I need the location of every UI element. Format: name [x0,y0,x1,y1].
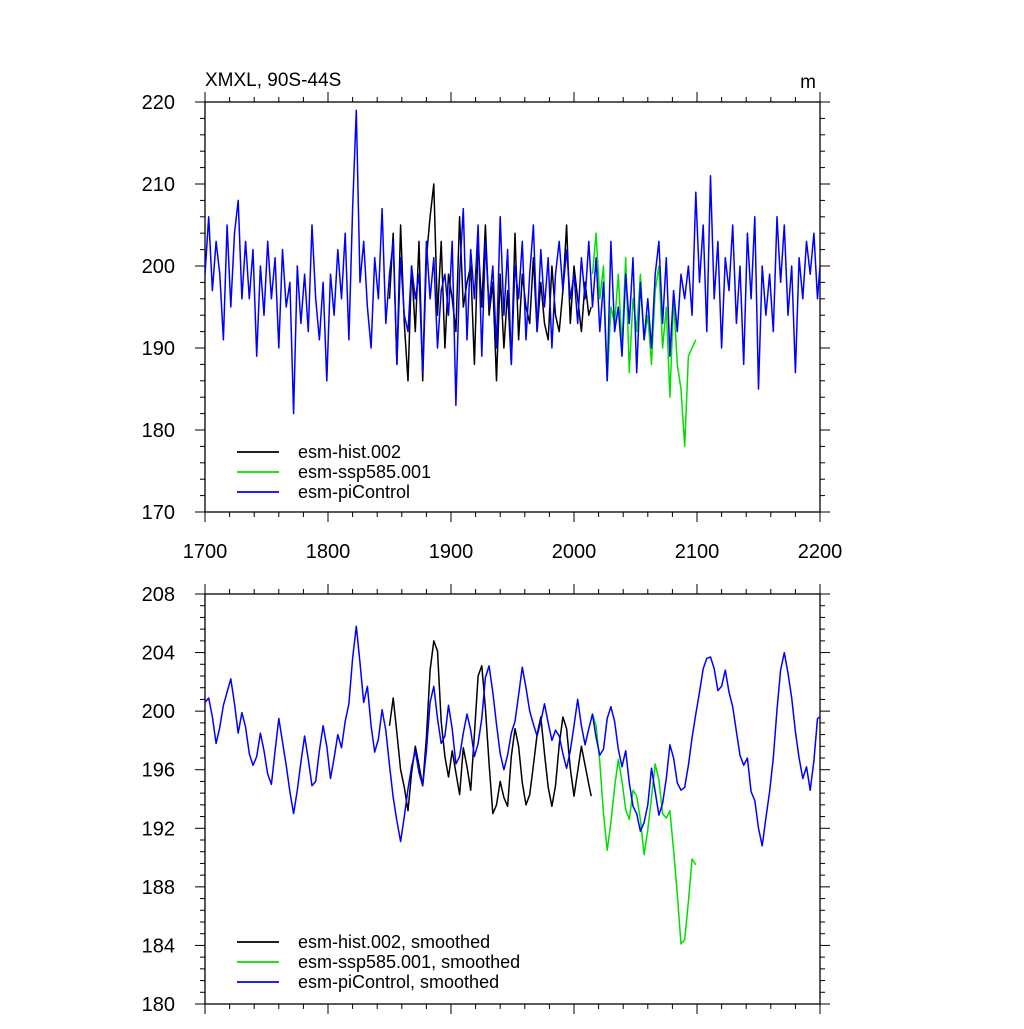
plot-frame [204,593,821,1005]
legend-label: esm-hist.002, smoothed [298,932,490,952]
y-tick-label: 200 [142,256,175,278]
y-tick-label: 210 [142,174,175,196]
series-group [205,109,820,448]
x-tick-label: 2200 [798,541,843,563]
y-tick-label: 170 [142,502,175,524]
legend-label: esm-hist.002 [298,442,401,462]
y-tick-label: 180 [142,994,175,1016]
series-line-esm-ssp585-001-smoothed [591,713,697,945]
legend-label: esm-piControl, smoothed [298,972,499,992]
x-tick-label: 2000 [552,541,597,563]
y-tick-label: 190 [142,338,175,360]
y-tick-label: 192 [142,818,175,840]
y-tick-label: 184 [142,935,175,957]
legend-label: esm-ssp585.001 [298,462,431,482]
series-line-esm-picontrol [205,109,820,415]
chart-panel-1: 170 180 190 200 210 220 1700 1800 1900 2000 2100 22… [142,70,843,563]
chart-title: XMXL, 90S-44S [205,70,341,91]
plot-frame [204,101,821,513]
chart-panel-2: 180 184 188 192 196 200 204 208 esm-hist.002, sm… [142,584,830,1016]
series-group [205,625,820,945]
legend-label: esm-piControl [298,482,410,502]
x-tick-label: 2100 [675,541,720,563]
x-tick-label: 1800 [306,541,351,563]
legend-label: esm-ssp585.001, smoothed [298,952,520,972]
units-label: m [800,72,816,93]
y-tick-label: 220 [142,92,175,114]
series-line-esm-picontrol-smoothed [205,625,820,847]
x-tick-label: 1700 [183,541,228,563]
y-tick-label: 200 [142,701,175,723]
y-tick-label: 188 [142,877,175,899]
y-tick-label: 196 [142,760,175,782]
y-tick-label: 208 [142,584,175,606]
x-tick-label: 1900 [429,541,474,563]
y-tick-label: 180 [142,420,175,442]
y-tick-label: 204 [142,643,175,665]
